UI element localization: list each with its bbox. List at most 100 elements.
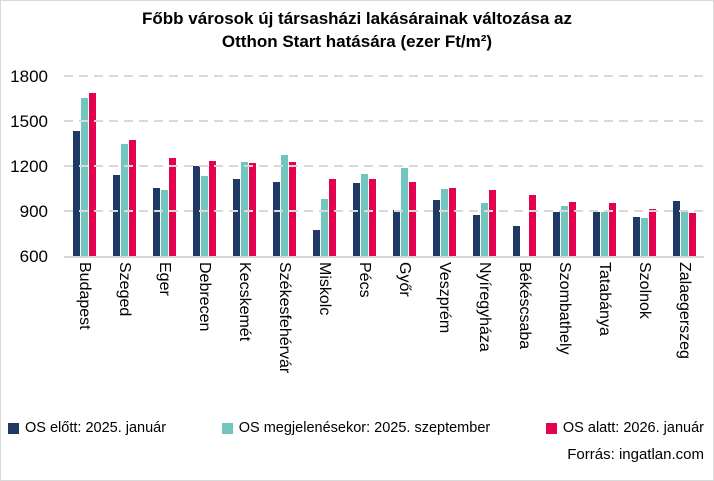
- bar: [208, 161, 216, 256]
- bar: [360, 174, 368, 256]
- y-tick-label: 900: [19, 202, 48, 221]
- bar: [168, 158, 176, 256]
- x-label-cell: Debrecen: [184, 262, 224, 414]
- y-tick-label: 1200: [10, 157, 48, 176]
- x-axis-label: Zalaegerszeg: [676, 262, 693, 359]
- bar-group: [624, 76, 664, 256]
- bar-group: [224, 76, 264, 256]
- x-axis-label: Szeged: [116, 262, 133, 317]
- bar: [368, 179, 376, 256]
- x-label-cell: Szombathely: [544, 262, 584, 414]
- bar: [392, 210, 400, 256]
- bar: [512, 226, 520, 256]
- legend-item: OS alatt: 2026. január: [545, 420, 704, 436]
- x-label-cell: Budapest: [64, 262, 104, 414]
- gridline-1200: [64, 165, 704, 167]
- bar: [560, 206, 568, 256]
- bar-group: [144, 76, 184, 256]
- x-axis-label: Székesfehérvár: [276, 262, 293, 374]
- bar: [160, 190, 168, 256]
- bar: [400, 168, 408, 256]
- bar: [312, 230, 320, 256]
- bar: [688, 213, 696, 256]
- gridline-900: [64, 210, 704, 212]
- bar: [552, 212, 560, 256]
- x-axis-label: Szombathely: [556, 262, 573, 355]
- x-axis-label: Kecskemét: [236, 262, 253, 342]
- chart-title: Főbb városok új társasházi lakásárainak …: [0, 8, 714, 54]
- x-label-cell: Győr: [384, 262, 424, 414]
- bar: [632, 217, 640, 256]
- bar: [120, 144, 128, 256]
- bar: [488, 190, 496, 256]
- gridline-1800: [64, 75, 704, 77]
- x-label-cell: Pécs: [344, 262, 384, 414]
- bar: [88, 93, 96, 256]
- x-label-cell: Zalaegerszeg: [664, 262, 704, 414]
- bar: [640, 218, 648, 256]
- bar: [72, 131, 80, 256]
- bar: [248, 163, 256, 256]
- bar-group: [384, 76, 424, 256]
- bar: [648, 209, 656, 256]
- bar: [600, 212, 608, 256]
- bar: [288, 162, 296, 256]
- bar-group: [104, 76, 144, 256]
- x-label-cell: Szeged: [104, 262, 144, 414]
- bar-group: [544, 76, 584, 256]
- bar: [128, 140, 136, 256]
- x-label-cell: Tatabánya: [584, 262, 624, 414]
- bar: [608, 203, 616, 256]
- x-axis-label: Miskolc: [316, 262, 333, 316]
- y-tick-label: 600: [19, 247, 48, 266]
- bar: [272, 182, 280, 256]
- bar: [320, 199, 328, 256]
- bar: [448, 188, 456, 256]
- legend-item: OS megjelenésekor: 2025. szeptember: [221, 420, 490, 436]
- bar: [152, 188, 160, 256]
- bar-group: [504, 76, 544, 256]
- x-axis-label: Pécs: [356, 262, 373, 298]
- x-axis-label: Eger: [156, 262, 173, 296]
- bar: [592, 212, 600, 256]
- bar-group: [304, 76, 344, 256]
- chart-title-line-2: Otthon Start hatására (ezer Ft/m²): [221, 31, 493, 51]
- x-label-cell: Nyíregyháza: [464, 262, 504, 414]
- x-axis-label: Szolnok: [636, 262, 653, 319]
- bar-group: [344, 76, 384, 256]
- x-label-cell: Miskolc: [304, 262, 344, 414]
- x-label-cell: Szolnok: [624, 262, 664, 414]
- legend-swatch: [8, 422, 19, 434]
- chart-title-line-1: Főbb városok új társasházi lakásárainak …: [142, 9, 572, 28]
- bar: [240, 162, 248, 256]
- x-axis-label: Tatabánya: [596, 262, 613, 336]
- bar: [680, 212, 688, 256]
- legend-item: OS előtt: 2025. január: [8, 420, 166, 436]
- x-label-cell: Békéscsaba: [504, 262, 544, 414]
- x-axis-label: Békéscsaba: [516, 262, 533, 350]
- bar-group: [584, 76, 624, 256]
- legend-swatch: [545, 422, 557, 434]
- bar-group: [424, 76, 464, 256]
- y-tick-label: 1500: [10, 112, 48, 131]
- x-axis-label: Nyíregyháza: [476, 262, 493, 352]
- y-tick-label: 1800: [10, 67, 48, 86]
- x-axis-labels: Budapest Szeged Eger Debrecen Kecskemét Széke…: [64, 262, 704, 414]
- bar: [352, 183, 360, 256]
- x-axis-label: Budapest: [76, 262, 93, 330]
- bar-group: [664, 76, 704, 256]
- bar: [568, 202, 576, 256]
- bar: [232, 179, 240, 256]
- legend-label: OS előtt: 2025. január: [25, 420, 167, 436]
- bar-groups: [64, 76, 704, 256]
- bar: [112, 175, 120, 256]
- source-credit: Forrás: ingatlan.com: [567, 446, 704, 463]
- bar-group: [64, 76, 104, 256]
- bar: [408, 182, 416, 256]
- gridline-1500: [64, 120, 704, 122]
- x-axis-label: Győr: [396, 262, 413, 297]
- bar-group: [264, 76, 304, 256]
- bar: [328, 179, 336, 256]
- bar: [440, 189, 448, 256]
